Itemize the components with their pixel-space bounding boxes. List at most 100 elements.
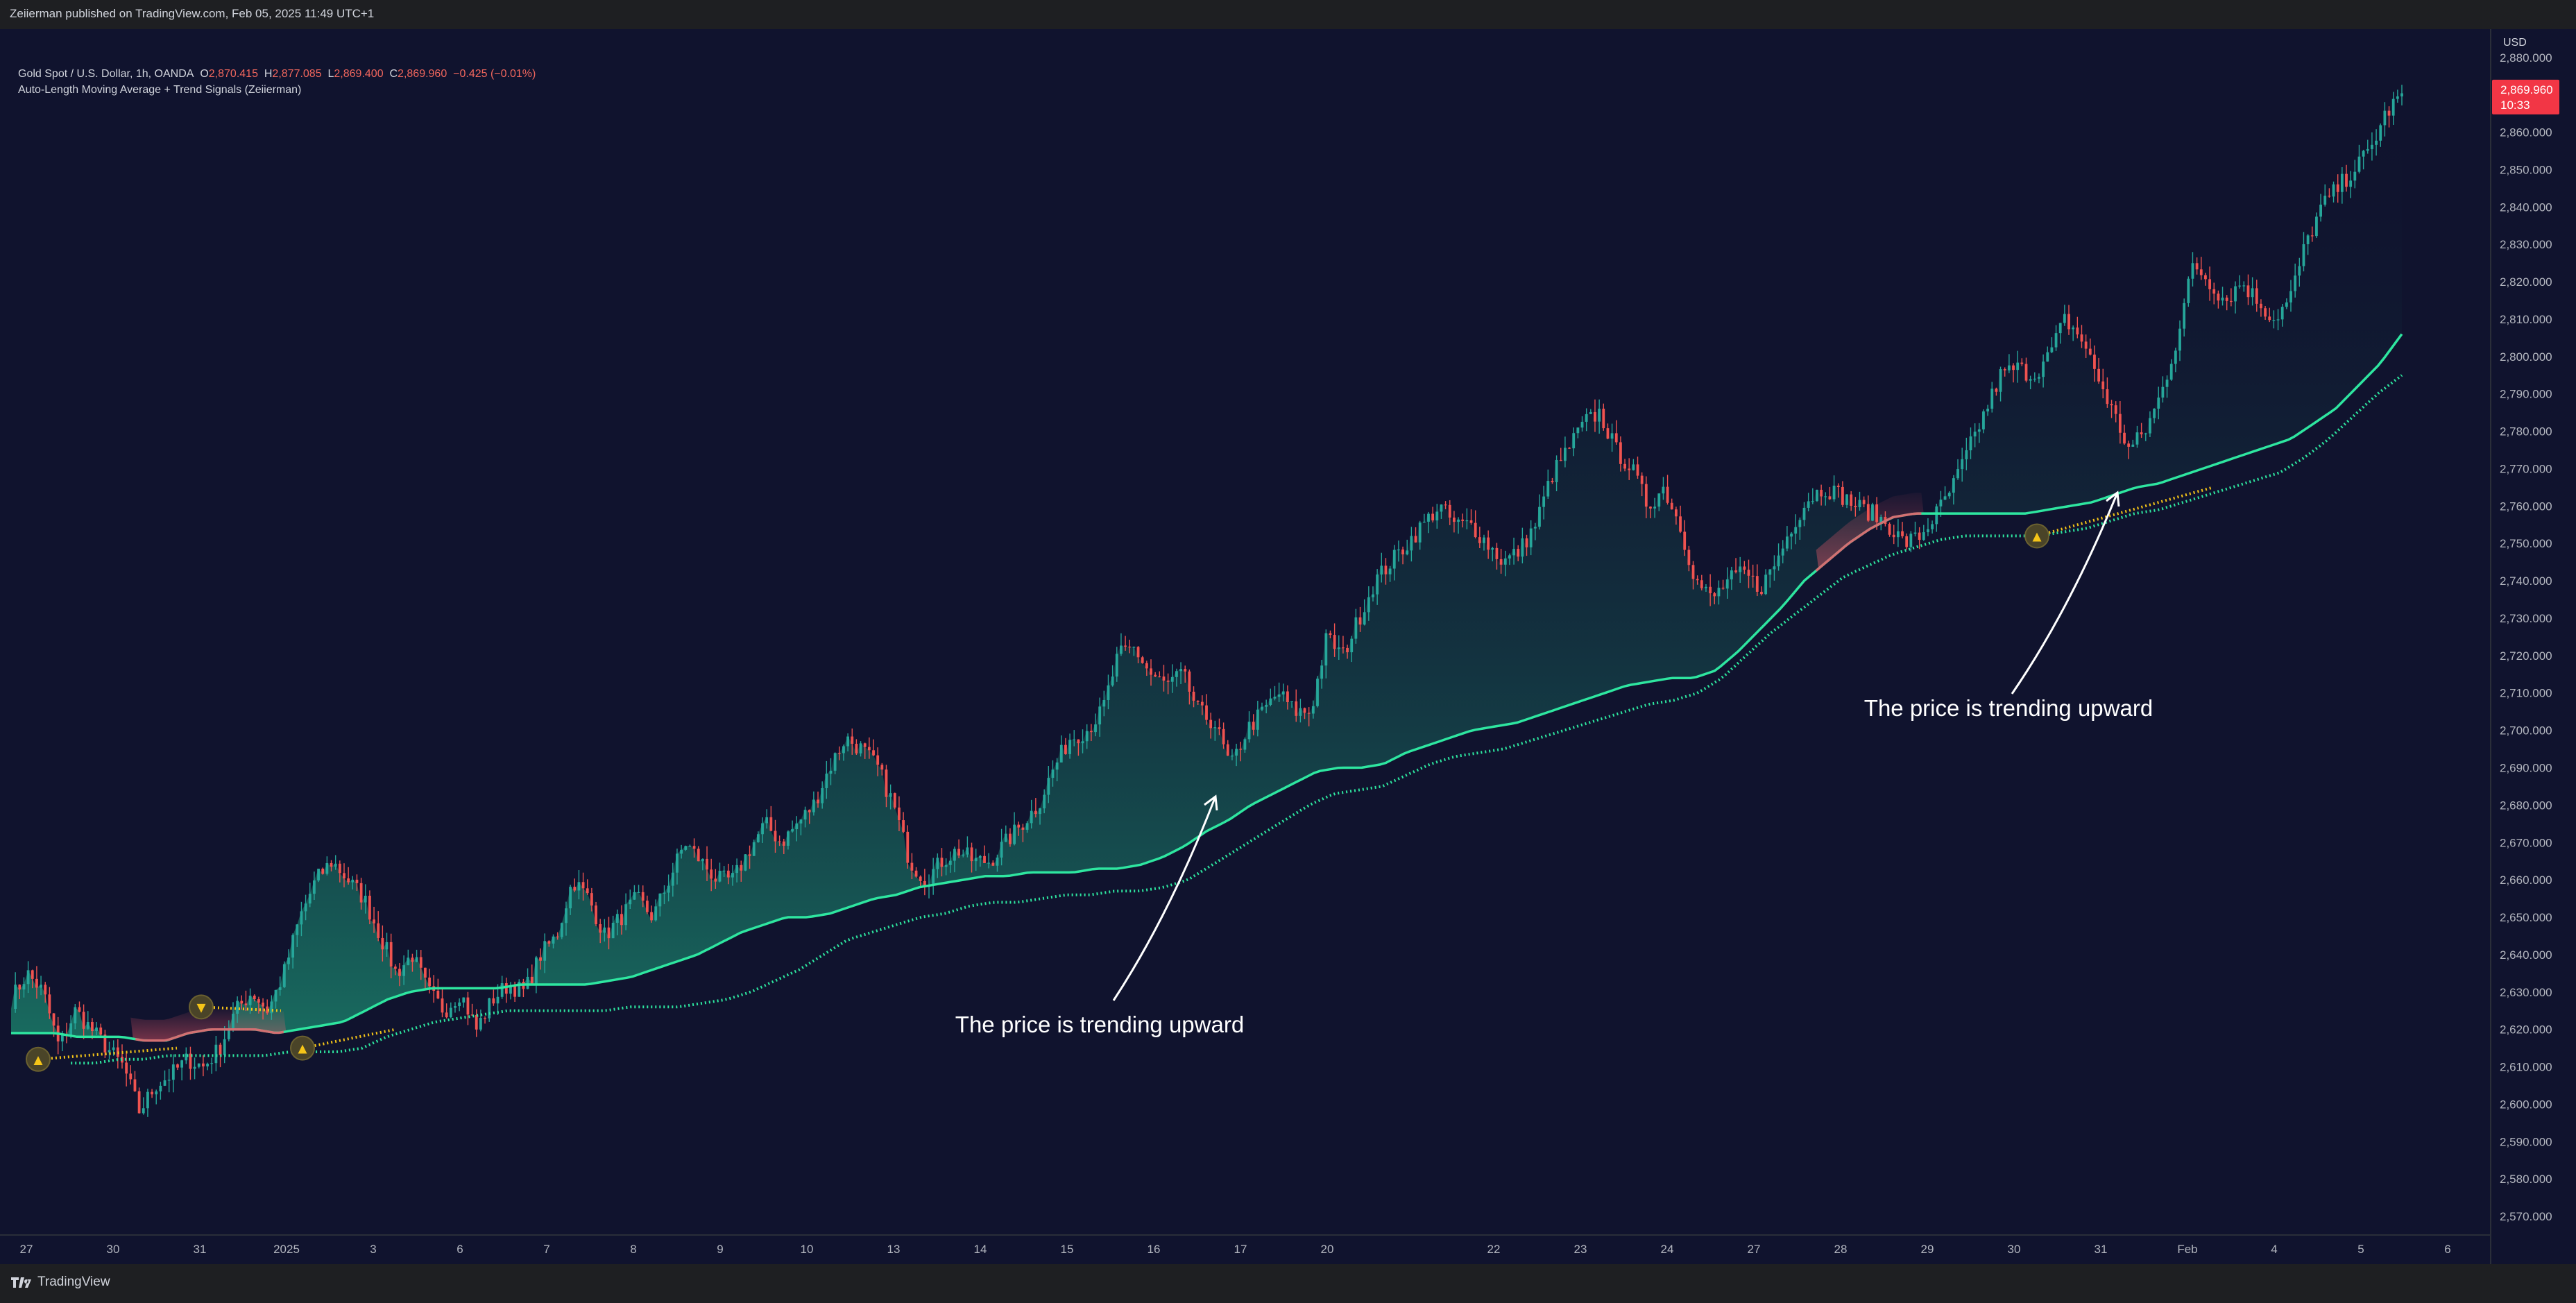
candle xyxy=(214,1035,218,1072)
y-tick-label: 2,590.000 xyxy=(2500,1135,2552,1148)
signal-marker-buy[interactable]: ▲ xyxy=(290,1035,315,1061)
candle-body xyxy=(1043,794,1046,809)
candle xyxy=(1098,697,1102,737)
y-tick-label: 2,750.000 xyxy=(2500,537,2552,550)
candle-body xyxy=(2131,444,2135,447)
candle xyxy=(1324,629,1328,679)
candle-body xyxy=(1457,519,1460,522)
candle xyxy=(880,763,884,776)
signal-marker-buy[interactable]: ▲ xyxy=(2024,523,2049,549)
legend-indicator[interactable]: Auto-Length Moving Average + Trend Signa… xyxy=(18,84,301,96)
candle-body xyxy=(1760,591,1763,595)
candle-body xyxy=(475,1014,478,1030)
candle-body xyxy=(1465,520,1469,522)
candle-body xyxy=(2076,327,2079,334)
indicator-name[interactable]: Auto-Length Moving Average + Trend Signa… xyxy=(18,84,302,96)
candle-body xyxy=(1205,705,1208,720)
candle-body xyxy=(1273,697,1277,699)
candle xyxy=(552,934,555,948)
candle xyxy=(872,739,875,756)
candle xyxy=(2383,102,2387,137)
candle xyxy=(1491,547,1494,562)
candle xyxy=(645,895,649,914)
candle-body xyxy=(855,744,858,753)
candle-body xyxy=(2080,334,2083,342)
candle-body xyxy=(236,1000,239,1014)
candle xyxy=(1388,565,1392,582)
candle-body xyxy=(1905,536,1909,547)
candle-body xyxy=(2371,144,2373,149)
signal-glyph: ▲ xyxy=(295,1040,310,1057)
candle-body xyxy=(1687,550,1691,565)
candle-body xyxy=(2400,93,2403,96)
candle xyxy=(1043,789,1046,814)
tradingview-brand[interactable]: TradingView xyxy=(10,1275,110,1290)
candle-body xyxy=(1303,708,1306,713)
candle xyxy=(714,869,717,889)
candle xyxy=(1585,408,1588,432)
candle-body xyxy=(304,903,307,912)
x-tick-label: 7 xyxy=(543,1243,549,1256)
close-value: 2,869.960 xyxy=(398,68,447,80)
candle xyxy=(2054,325,2058,351)
candle xyxy=(833,752,837,774)
candle-body xyxy=(872,750,875,756)
candle xyxy=(885,765,888,808)
candle xyxy=(774,819,777,853)
candle xyxy=(355,874,359,891)
candle-body xyxy=(1440,504,1443,512)
candle-body xyxy=(1081,741,1084,744)
candle xyxy=(765,809,769,829)
open-value: 2,870.415 xyxy=(208,68,258,80)
candle-body xyxy=(2225,297,2228,301)
signal-marker-buy[interactable]: ▲ xyxy=(26,1046,51,1072)
candle xyxy=(855,739,858,756)
chart-area[interactable]: ▲ ▼ ▲ ▲ The price is trending upward The pri… xyxy=(0,29,2576,1264)
candle xyxy=(1231,749,1234,760)
candle-body xyxy=(2178,328,2181,351)
currency-label[interactable]: USD xyxy=(2503,37,2527,49)
candle-body xyxy=(1679,516,1682,532)
candle xyxy=(2310,226,2314,242)
candle xyxy=(769,806,773,832)
candle xyxy=(842,744,845,761)
candle-body xyxy=(1141,657,1144,663)
candle-body xyxy=(1013,824,1016,844)
candle xyxy=(962,849,965,858)
candle-body xyxy=(1538,506,1541,527)
candle xyxy=(526,968,529,989)
candle-body xyxy=(569,887,572,909)
candle xyxy=(373,906,375,933)
candle-body xyxy=(274,989,278,1002)
candle xyxy=(1435,504,1439,529)
candle xyxy=(2178,320,2181,361)
candle-body xyxy=(2050,347,2054,352)
candle-body xyxy=(752,842,756,856)
signal-marker-sell[interactable]: ▼ xyxy=(189,994,214,1020)
candle-body xyxy=(1705,586,1707,588)
candle-body xyxy=(2153,408,2156,418)
y-tick-label: 2,580.000 xyxy=(2500,1173,2552,1186)
candle xyxy=(1751,564,1755,588)
candle-body xyxy=(1337,647,1340,649)
candle-body xyxy=(2042,361,2045,377)
candle-body xyxy=(774,831,777,842)
candle xyxy=(2306,234,2310,255)
candle-body xyxy=(1657,493,1661,507)
candle xyxy=(2387,106,2391,128)
candle-body xyxy=(287,957,290,964)
chart-svg[interactable]: ▲ ▼ ▲ ▲ The price is trending upward The pri… xyxy=(0,29,2576,1264)
candle-body xyxy=(1644,484,1648,507)
candle-body xyxy=(1414,536,1417,543)
candle xyxy=(411,953,414,972)
candle-body xyxy=(1982,411,1985,429)
candle-body xyxy=(1529,528,1533,547)
candle-body xyxy=(197,1063,201,1067)
candle xyxy=(735,858,739,883)
candle xyxy=(2007,354,2011,373)
candle-body xyxy=(629,899,632,905)
candle-body xyxy=(1474,522,1477,538)
candle xyxy=(2187,276,2190,307)
candle xyxy=(1747,559,1750,588)
candle xyxy=(889,784,892,810)
